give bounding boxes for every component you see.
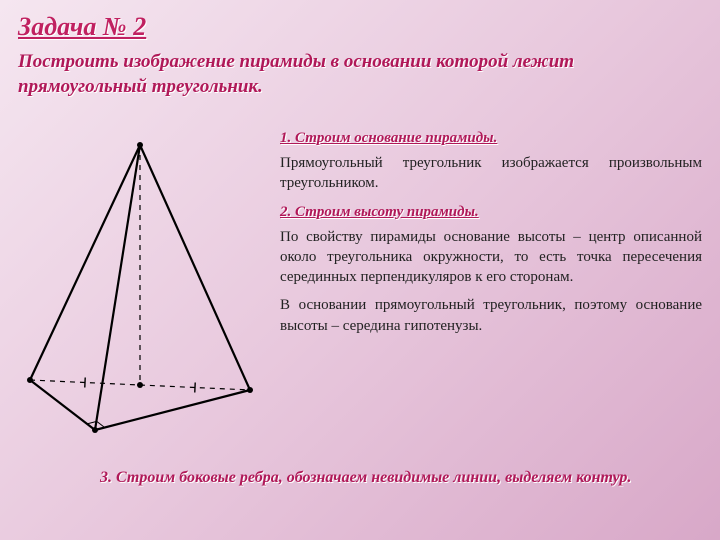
step1-body: Прямоугольный треугольник изображается п… xyxy=(280,153,702,194)
step3-text: 3. Строим боковые ребра, обозначаем неви… xyxy=(100,468,680,489)
step1-title: 1. Строим основание пирамиды. xyxy=(280,130,702,147)
steps-content: 1. Строим основание пирамиды. Прямоуголь… xyxy=(280,120,702,344)
step2-title: 2. Строим высоту пирамиды. xyxy=(280,204,702,221)
problem-title: Задача № 2 xyxy=(18,12,146,42)
step2-body1: По свойству пирамиды основание высоты – … xyxy=(280,227,702,288)
step2-body2: В основании прямоугольный треугольник, п… xyxy=(280,295,702,336)
problem-subtitle: Построить изображение пирамиды в основан… xyxy=(18,50,700,99)
pyramid-diagram xyxy=(10,130,270,440)
